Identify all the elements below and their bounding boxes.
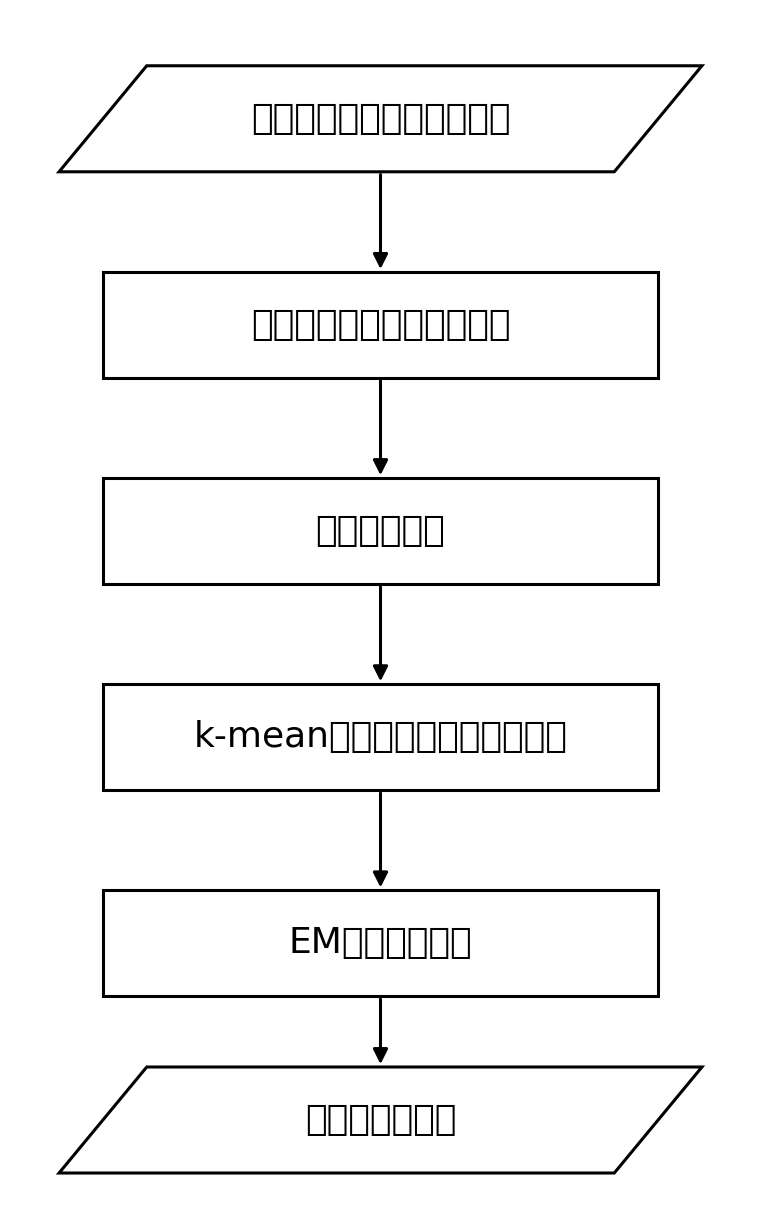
Polygon shape	[59, 1067, 702, 1173]
Bar	[103, 272, 658, 378]
Polygon shape	[59, 66, 702, 172]
Text: EM算法参数优化: EM算法参数优化	[288, 926, 473, 961]
Text: 局部高程频率直方图粗去噪: 局部高程频率直方图粗去噪	[251, 308, 510, 342]
Text: 原始光子计数激光雷达数据: 原始光子计数激光雷达数据	[251, 102, 510, 136]
Text: 特征参数提取: 特征参数提取	[316, 514, 445, 548]
Text: k-mean混合高斯模型初始值估计: k-mean混合高斯模型初始值估计	[193, 720, 568, 755]
Bar	[103, 891, 658, 996]
Bar	[103, 479, 658, 584]
Text: 去噪后光子点云: 去噪后光子点云	[305, 1103, 456, 1137]
Bar	[103, 685, 658, 790]
